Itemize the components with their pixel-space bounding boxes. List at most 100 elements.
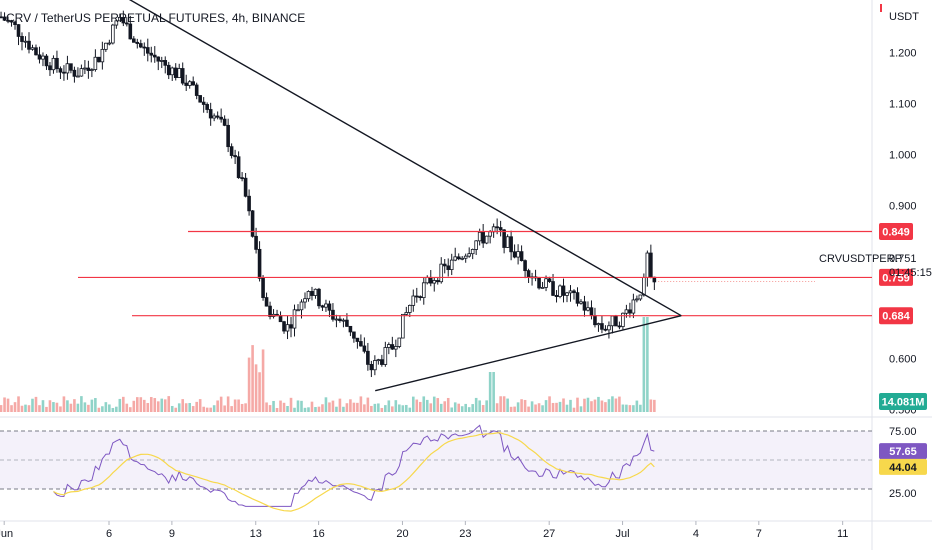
volume-bar xyxy=(478,400,481,412)
volume-bar xyxy=(373,403,377,412)
candle-down xyxy=(603,328,608,331)
candle-down xyxy=(352,331,356,339)
volume-bar xyxy=(317,406,321,412)
candle-down xyxy=(233,155,237,158)
candle-down xyxy=(380,359,384,365)
rsi-line xyxy=(53,424,655,507)
trendlines[interactable] xyxy=(88,0,815,392)
candle-down xyxy=(628,309,632,314)
volume-bar xyxy=(31,398,34,412)
time-tick-label: 27 xyxy=(543,528,555,540)
candle-up xyxy=(638,294,643,300)
symbol-price-label: CRVUSDTPERP xyxy=(819,253,902,265)
candle-down xyxy=(132,38,136,43)
candle-down xyxy=(229,146,234,156)
candle-down xyxy=(86,67,91,71)
horizontal-levels[interactable]: 0.849 0.759 0.684 xyxy=(78,222,913,325)
candle-up xyxy=(212,115,216,119)
volume-bar xyxy=(45,406,48,412)
volume-bar xyxy=(268,405,272,412)
volume-bar xyxy=(411,396,415,412)
volume-bar xyxy=(366,397,370,412)
volume-bar xyxy=(492,372,495,412)
volume-bar xyxy=(586,397,590,412)
candle-down xyxy=(355,337,360,342)
candlesticks xyxy=(0,10,657,378)
candle-down xyxy=(362,345,367,352)
volume-bar xyxy=(363,404,366,412)
volume-bar xyxy=(223,405,226,412)
volume-bar xyxy=(10,405,13,412)
time-tick-label: 23 xyxy=(459,528,471,540)
candle-up xyxy=(505,236,510,248)
candle-up xyxy=(107,42,112,45)
candle-down xyxy=(125,22,129,25)
volume-bar xyxy=(551,402,555,412)
volume-bar xyxy=(590,401,593,412)
volume-bar xyxy=(0,405,3,412)
volume-bar xyxy=(618,396,621,412)
candle-up xyxy=(159,60,164,62)
candle-up xyxy=(449,259,454,270)
rsi-ma-badge: 44.04 xyxy=(889,462,917,474)
candle-up xyxy=(470,249,475,255)
candle-down xyxy=(138,43,143,48)
time-tick-label: Jul xyxy=(616,528,630,540)
volume-bar xyxy=(576,397,579,412)
time-tick-label: 9 xyxy=(169,528,175,540)
candle-down xyxy=(327,303,332,311)
volume-bar xyxy=(331,400,335,412)
volume-bar xyxy=(251,345,254,412)
candle-up xyxy=(453,256,458,261)
volume-bar xyxy=(52,402,55,412)
candle-up xyxy=(177,68,182,78)
rsi-value-badge-bg xyxy=(879,443,927,460)
volume-bar xyxy=(108,404,111,412)
volume-bar xyxy=(122,396,125,412)
candle-up xyxy=(79,68,84,77)
volume-bar xyxy=(579,406,583,412)
candle-down xyxy=(44,55,49,67)
candle-up xyxy=(421,282,426,299)
candle-down xyxy=(48,65,52,71)
candle-up xyxy=(401,313,405,339)
candle-down xyxy=(502,229,506,248)
candle-down xyxy=(226,124,230,148)
time-tick-label: 7 xyxy=(756,528,762,540)
volume-bar xyxy=(258,372,261,412)
level-badge: 0.759 xyxy=(882,272,910,284)
candle-down xyxy=(250,210,255,237)
candle-down xyxy=(145,47,150,54)
candle-down xyxy=(208,109,213,119)
price-tick-label: 0.900 xyxy=(889,200,917,212)
volume-bar xyxy=(635,400,639,412)
candle-down xyxy=(222,118,227,126)
candle-up xyxy=(324,303,328,308)
candle-up xyxy=(460,257,465,260)
candle-up xyxy=(376,359,381,362)
trendline xyxy=(128,0,682,317)
rsi-lower-label: 25.00 xyxy=(889,488,917,500)
volume-bar xyxy=(537,403,541,412)
candle-down xyxy=(184,82,189,86)
volume-bar xyxy=(219,396,223,412)
volume-bar xyxy=(310,401,314,412)
price-axis-unit: USDT xyxy=(889,11,919,23)
candle-up xyxy=(610,315,615,327)
candle-up xyxy=(579,301,583,304)
candle-down xyxy=(428,276,433,284)
volume-bar xyxy=(62,396,66,412)
volume-bar xyxy=(247,357,251,412)
candle-down xyxy=(268,305,272,317)
time-tick-label: 13 xyxy=(250,528,262,540)
candle-down xyxy=(345,319,349,327)
price-pane[interactable] xyxy=(0,0,872,416)
volume-bar xyxy=(244,403,247,412)
volume-bar xyxy=(450,407,454,412)
volume-bar xyxy=(170,405,174,412)
countdown-timer: 01:45:15 xyxy=(889,267,932,279)
candle-up xyxy=(624,309,629,314)
volume-bar xyxy=(481,405,485,412)
time-tick-label: 6 xyxy=(106,528,112,540)
